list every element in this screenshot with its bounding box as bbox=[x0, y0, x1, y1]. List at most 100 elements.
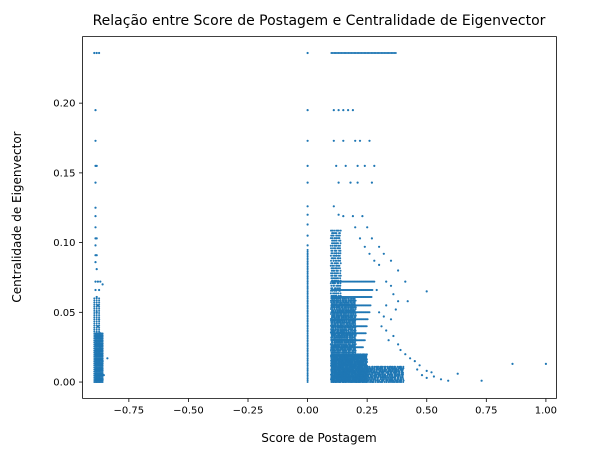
data-point bbox=[369, 52, 371, 54]
data-point bbox=[344, 334, 347, 337]
x-tick-label: 0.50 bbox=[416, 406, 438, 417]
data-point bbox=[95, 322, 98, 325]
data-point bbox=[339, 257, 342, 260]
data-point bbox=[352, 351, 355, 354]
data-point bbox=[354, 323, 357, 325]
data-point bbox=[335, 267, 338, 270]
data-point bbox=[336, 52, 339, 54]
data-point bbox=[397, 368, 400, 371]
data-point bbox=[370, 379, 373, 382]
data-point bbox=[385, 304, 388, 307]
data-point bbox=[329, 254, 332, 257]
data-point bbox=[344, 343, 347, 346]
data-point bbox=[380, 52, 383, 54]
data-point bbox=[345, 297, 348, 300]
data-point bbox=[354, 343, 357, 346]
data-point bbox=[456, 372, 459, 375]
data-point bbox=[368, 252, 371, 255]
data-point bbox=[353, 349, 356, 352]
data-point bbox=[377, 52, 380, 54]
data-point bbox=[334, 328, 337, 331]
data-point bbox=[337, 247, 340, 250]
data-point bbox=[337, 313, 340, 315]
data-point bbox=[335, 334, 338, 337]
data-point bbox=[401, 370, 404, 373]
data-point bbox=[306, 312, 309, 315]
data-point bbox=[365, 371, 368, 374]
data-point bbox=[99, 346, 102, 349]
data-point bbox=[347, 109, 350, 112]
data-point bbox=[101, 381, 104, 383]
data-point bbox=[306, 51, 309, 55]
data-point bbox=[337, 252, 340, 255]
data-point bbox=[370, 52, 373, 54]
data-point bbox=[397, 300, 400, 303]
data-point bbox=[439, 378, 443, 381]
data-point bbox=[306, 347, 309, 350]
data-point bbox=[346, 52, 349, 54]
data-point bbox=[306, 374, 309, 377]
data-point bbox=[339, 272, 342, 275]
data-point bbox=[337, 277, 339, 280]
data-point bbox=[381, 374, 384, 377]
x-tick-label: −0.75 bbox=[114, 406, 145, 417]
data-point bbox=[364, 52, 367, 54]
data-point bbox=[335, 274, 338, 277]
data-point bbox=[306, 359, 309, 362]
data-point bbox=[306, 362, 309, 365]
data-point bbox=[306, 376, 309, 378]
data-point bbox=[98, 288, 101, 292]
data-point bbox=[342, 314, 345, 317]
data-point bbox=[306, 330, 309, 333]
x-axis-ticks: −0.75 −0.50 −0.25 0.00 0.25 0.50 0.75 1.00 bbox=[114, 398, 557, 417]
data-point bbox=[98, 307, 101, 310]
data-point bbox=[306, 260, 309, 263]
data-point bbox=[395, 371, 398, 374]
data-point bbox=[398, 381, 401, 383]
data-point bbox=[339, 299, 342, 302]
data-point bbox=[345, 316, 348, 319]
data-point bbox=[338, 232, 341, 235]
point-streak-7 bbox=[330, 332, 367, 335]
data-point bbox=[98, 326, 101, 329]
data-point bbox=[306, 282, 309, 285]
data-point bbox=[366, 379, 369, 382]
data-point bbox=[342, 321, 345, 324]
data-point bbox=[350, 301, 353, 304]
data-point bbox=[95, 311, 98, 314]
data-point bbox=[351, 308, 354, 310]
data-point bbox=[339, 284, 342, 287]
data-point bbox=[337, 109, 340, 112]
data-point bbox=[350, 52, 353, 54]
data-point bbox=[379, 52, 381, 54]
data-point bbox=[370, 373, 372, 376]
data-point bbox=[306, 205, 309, 208]
data-point bbox=[345, 321, 348, 324]
data-point bbox=[339, 262, 342, 265]
data-point bbox=[333, 237, 336, 240]
data-point bbox=[394, 367, 397, 370]
data-point bbox=[333, 242, 336, 245]
data-point bbox=[98, 328, 101, 331]
data-point bbox=[331, 52, 334, 54]
data-point bbox=[93, 320, 96, 323]
data-point bbox=[94, 280, 97, 283]
data-point bbox=[406, 300, 409, 303]
data-point bbox=[365, 378, 368, 380]
data-point bbox=[331, 343, 334, 346]
data-point bbox=[306, 275, 309, 278]
data-point bbox=[418, 364, 421, 367]
axes-frame bbox=[82, 36, 557, 399]
data-point bbox=[333, 292, 336, 295]
data-point bbox=[306, 294, 309, 296]
data-point bbox=[354, 334, 357, 337]
data-point bbox=[416, 368, 419, 371]
data-point bbox=[378, 373, 381, 376]
point-streak-0 bbox=[330, 280, 376, 283]
data-point bbox=[400, 378, 403, 380]
data-point bbox=[374, 378, 377, 380]
data-point bbox=[332, 259, 335, 262]
data-point bbox=[93, 316, 96, 319]
data-point bbox=[93, 297, 96, 300]
data-point bbox=[306, 314, 309, 317]
